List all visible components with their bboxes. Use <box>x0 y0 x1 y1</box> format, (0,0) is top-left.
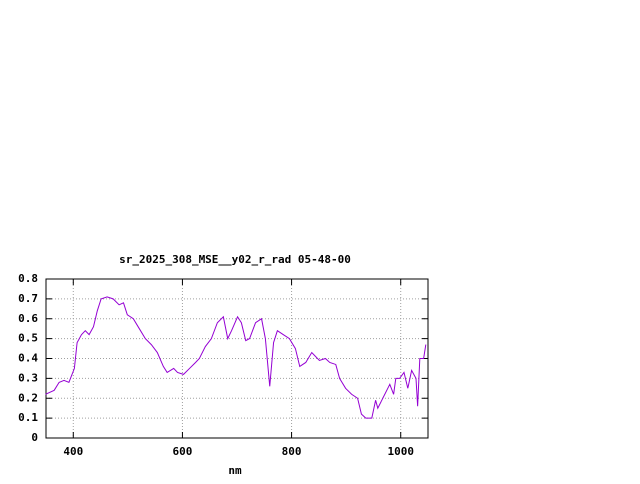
y-tick-label: 0.3 <box>18 371 38 384</box>
x-axis-label: nm <box>228 464 242 477</box>
data-line <box>45 296 427 419</box>
y-tick-label: 0.1 <box>18 411 38 424</box>
y-tick-label: 0.7 <box>18 292 38 305</box>
y-tick-label: 0.4 <box>18 352 38 365</box>
x-tick-label: 1000 <box>387 445 414 458</box>
y-tick-label: 0.2 <box>18 391 38 404</box>
y-tick-label: 0.5 <box>18 332 38 345</box>
chart-title: sr_2025_308_MSE__y02_r_rad 05-48-00 <box>119 253 351 266</box>
plot-border <box>45 278 429 439</box>
y-tick-label: 0.8 <box>18 272 38 285</box>
x-tick-label: 400 <box>63 445 83 458</box>
x-tick-label: 600 <box>172 445 192 458</box>
y-tick-label: 0.6 <box>18 312 38 325</box>
x-tick-label: 800 <box>282 445 302 458</box>
y-tick-label: 0 <box>31 431 38 444</box>
